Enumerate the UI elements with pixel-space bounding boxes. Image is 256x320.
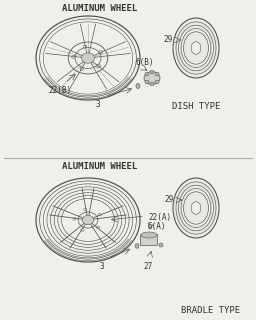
Ellipse shape [72, 55, 75, 58]
Ellipse shape [135, 244, 139, 248]
Ellipse shape [84, 208, 87, 211]
Ellipse shape [150, 82, 154, 86]
Ellipse shape [155, 80, 159, 84]
Text: 22(A): 22(A) [148, 213, 171, 222]
Text: BRADLE TYPE: BRADLE TYPE [181, 306, 240, 315]
Ellipse shape [81, 53, 94, 63]
Ellipse shape [191, 42, 201, 54]
Text: 3: 3 [100, 262, 104, 271]
Ellipse shape [141, 232, 157, 238]
Ellipse shape [97, 226, 100, 228]
Text: 29: 29 [164, 35, 173, 44]
Text: 27: 27 [143, 262, 153, 271]
FancyBboxPatch shape [141, 235, 157, 245]
Text: 22(B): 22(B) [48, 86, 71, 95]
Text: 3: 3 [96, 100, 100, 109]
Text: 29: 29 [165, 195, 174, 204]
Text: ALUMINUM WHEEL: ALUMINUM WHEEL [62, 4, 138, 13]
Ellipse shape [145, 72, 149, 76]
Ellipse shape [145, 80, 149, 84]
Ellipse shape [173, 18, 219, 78]
Text: 6(B): 6(B) [136, 58, 155, 67]
Ellipse shape [150, 70, 154, 74]
Ellipse shape [191, 202, 201, 214]
Ellipse shape [83, 45, 87, 48]
Ellipse shape [99, 51, 102, 53]
Ellipse shape [136, 84, 140, 89]
Ellipse shape [98, 213, 101, 216]
Ellipse shape [159, 243, 163, 247]
Text: 6(A): 6(A) [148, 222, 166, 231]
Text: DISH TYPE: DISH TYPE [172, 102, 220, 111]
Text: ALUMINUM WHEEL: ALUMINUM WHEEL [62, 162, 138, 171]
Ellipse shape [73, 218, 76, 220]
Ellipse shape [97, 64, 101, 67]
Ellipse shape [173, 178, 219, 238]
Ellipse shape [80, 67, 84, 70]
Ellipse shape [82, 215, 94, 225]
Ellipse shape [144, 71, 160, 84]
Ellipse shape [155, 72, 159, 76]
Ellipse shape [81, 229, 84, 231]
